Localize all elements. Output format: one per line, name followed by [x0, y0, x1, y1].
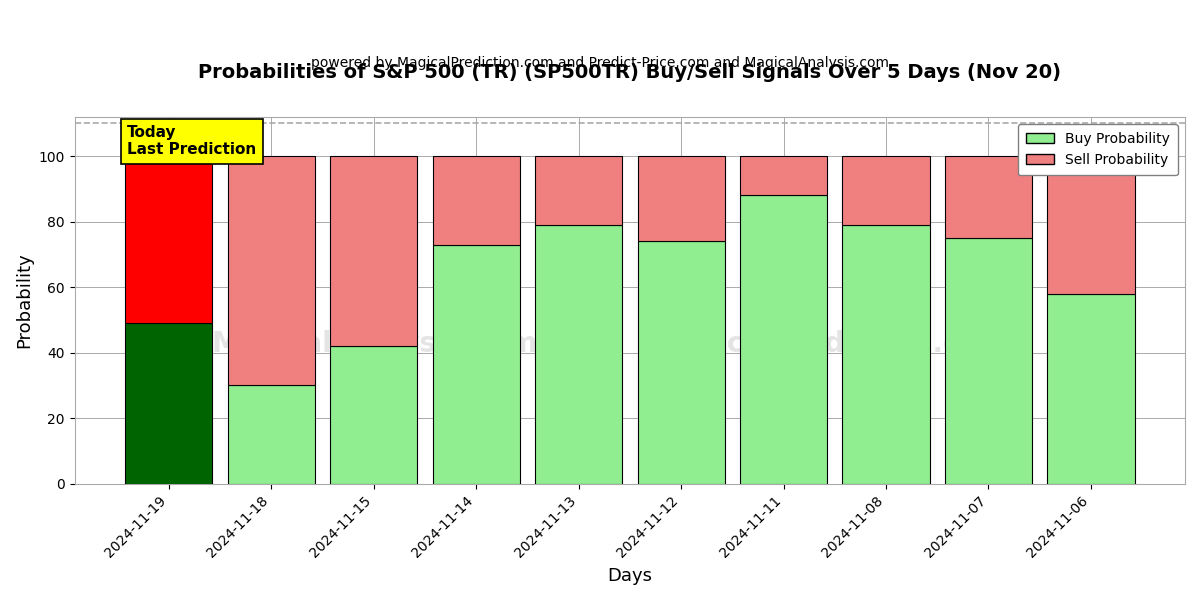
Bar	[740, 196, 827, 484]
Bar	[535, 156, 622, 225]
Bar	[1048, 294, 1134, 484]
Bar	[125, 156, 212, 323]
Text: Today
Last Prediction: Today Last Prediction	[127, 125, 257, 157]
Bar	[637, 156, 725, 241]
Bar	[228, 385, 314, 484]
Title: Probabilities of S&P 500 (TR) (SP500TR) Buy/Sell Signals Over 5 Days (Nov 20): Probabilities of S&P 500 (TR) (SP500TR) …	[198, 63, 1061, 82]
Bar	[432, 245, 520, 484]
Bar	[842, 225, 930, 484]
Y-axis label: Probability: Probability	[16, 253, 34, 348]
Bar	[125, 323, 212, 484]
Bar	[330, 156, 418, 346]
Bar	[842, 156, 930, 225]
X-axis label: Days: Days	[607, 567, 653, 585]
Bar	[740, 156, 827, 196]
Bar	[637, 241, 725, 484]
Bar	[432, 156, 520, 245]
Text: MagicalAnalysis.com: MagicalAnalysis.com	[211, 331, 538, 358]
Bar	[330, 346, 418, 484]
Text: MagicalPrediction.com: MagicalPrediction.com	[652, 331, 1008, 358]
Bar	[944, 156, 1032, 238]
Bar	[1048, 156, 1134, 294]
Bar	[535, 225, 622, 484]
Text: powered by MagicalPrediction.com and Predict-Price.com and MagicalAnalysis.com: powered by MagicalPrediction.com and Pre…	[311, 56, 889, 70]
Bar	[944, 238, 1032, 484]
Legend: Buy Probability, Sell Probability: Buy Probability, Sell Probability	[1018, 124, 1178, 175]
Bar	[228, 156, 314, 385]
